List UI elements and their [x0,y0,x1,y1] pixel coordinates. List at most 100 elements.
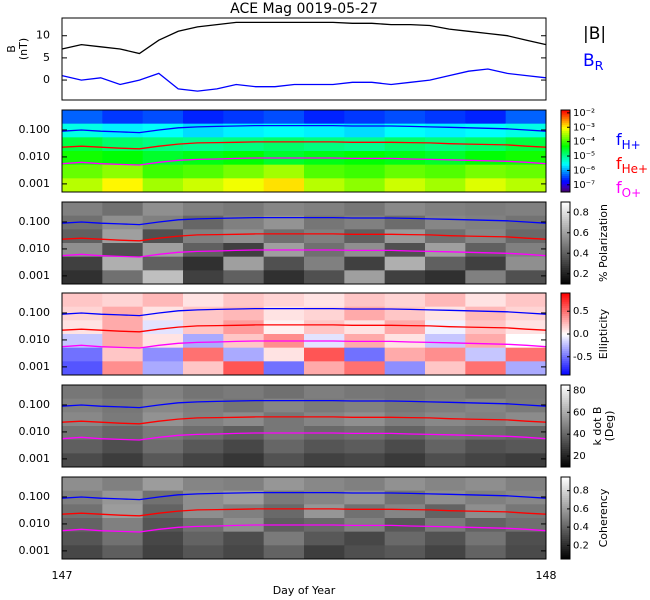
heatmap-cell [465,256,507,271]
heatmap-cell [465,490,507,505]
frequency-line [61,157,547,166]
colorbar-swatch [561,293,570,296]
heatmap-cell [384,320,426,335]
heatmap-cell [263,439,305,454]
heatmap-cell [62,361,103,376]
colorbar-tick-label: 0.2 [573,269,589,280]
colorbar-tick-label: 0.5 [573,306,589,317]
heatmap-cell [425,270,466,285]
heatmap-cell [425,215,466,230]
heatmap-cell [425,202,466,217]
heatmap-cell [183,477,224,492]
chart-title: ACE Mag 0019-05-27 [230,1,378,17]
heatmap-cell [505,385,547,400]
heatmap-cell [62,137,103,152]
heatmap-cell [465,334,507,349]
colorbar-tick-label: 0.4 [573,522,589,533]
heatmap-cell [465,110,507,125]
colorbar-swatch [561,477,570,480]
colorbar-swatch [561,243,570,246]
heatmap-cell [62,398,103,413]
y-axis-label: (nT) [17,38,30,60]
heatmap-cell [505,215,547,230]
heatmap-cell [263,137,305,152]
heatmap-cell [62,151,103,166]
colorbar-swatch [561,173,570,177]
colorbar-label: Coherency [597,488,610,547]
heatmap-cell [304,398,345,413]
frequency-line [61,491,547,501]
heatmap-cell [223,320,265,335]
colorbar-swatch [561,417,570,421]
colorbar-swatch [561,206,570,209]
heatmap-cell [425,293,466,308]
colorbar-swatch [561,540,570,544]
colorbar-swatch [561,140,570,144]
colorbar-swatch [561,432,570,435]
colorbar-swatch [561,124,570,127]
colorbar-swatch [561,138,570,142]
colorbar-swatch [561,430,570,433]
colorbar-swatch [561,116,570,119]
heatmap-cell [465,202,507,217]
heatmap-cell [425,256,466,271]
heatmap-cell [425,453,466,468]
colorbar-swatch [561,313,570,317]
colorbar-swatch [561,309,570,312]
heatmap-cell [263,531,305,546]
colorbar-swatch [561,317,570,321]
colorbar-swatch [561,238,570,242]
heatmap-cell [304,412,345,427]
colorbar-swatch [561,136,570,140]
heatmap-cell [263,229,305,244]
heatmap-cell [183,320,224,335]
heatmap-cell [223,477,265,492]
heatmap-cell [263,256,305,271]
heatmap-cell [465,164,507,179]
heatmap-cell [263,398,305,413]
y-tick-label: 0.010 [19,150,51,163]
colorbar-swatch [561,499,570,503]
heatmap-cell [223,347,265,362]
colorbar-swatch [561,214,570,217]
heatmap-cell [102,545,144,560]
heatmap-cell [142,164,184,179]
colorbar-swatch [561,265,570,269]
colorbar-swatch [561,212,570,215]
heatmap-cell [142,504,184,519]
heatmap-cell [384,361,426,376]
heatmap-cell [465,477,507,492]
heatmap-cell [102,164,144,179]
colorbar-swatch [561,501,570,505]
heatmap-cell [102,518,144,533]
heatmap-cell [344,385,386,400]
heatmap-cell [425,361,466,376]
heatmap-cell [505,110,547,125]
heatmap-cell [304,504,345,519]
heatmap-cell [183,151,224,166]
colorbar-swatch [561,202,570,205]
heatmap-cell [505,306,547,321]
heatmap-cell [263,164,305,179]
colorbar-swatch [561,230,570,234]
colorbar-swatch [561,440,570,443]
heatmap-cell [102,110,144,125]
heatmap-cell [505,123,547,138]
heatmap-cell [142,137,184,152]
colorbar-swatch [561,456,570,460]
colorbar-swatch [561,356,570,360]
colorbar-swatch [561,513,570,517]
heatmap-cell [183,426,224,441]
heatmap-cell [344,347,386,362]
frequency-line [61,216,547,226]
heatmap-cell [304,490,345,505]
colorbar-swatch [561,185,570,189]
heatmap-cell [183,178,224,193]
heatmap-cell [304,178,345,193]
colorbar-swatch [561,448,570,452]
heatmap-cell [304,439,345,454]
colorbar-swatch [561,344,570,347]
heatmap-cell [263,453,305,468]
heatmap-cell [425,477,466,492]
y-tick-label: 10 [36,29,50,42]
